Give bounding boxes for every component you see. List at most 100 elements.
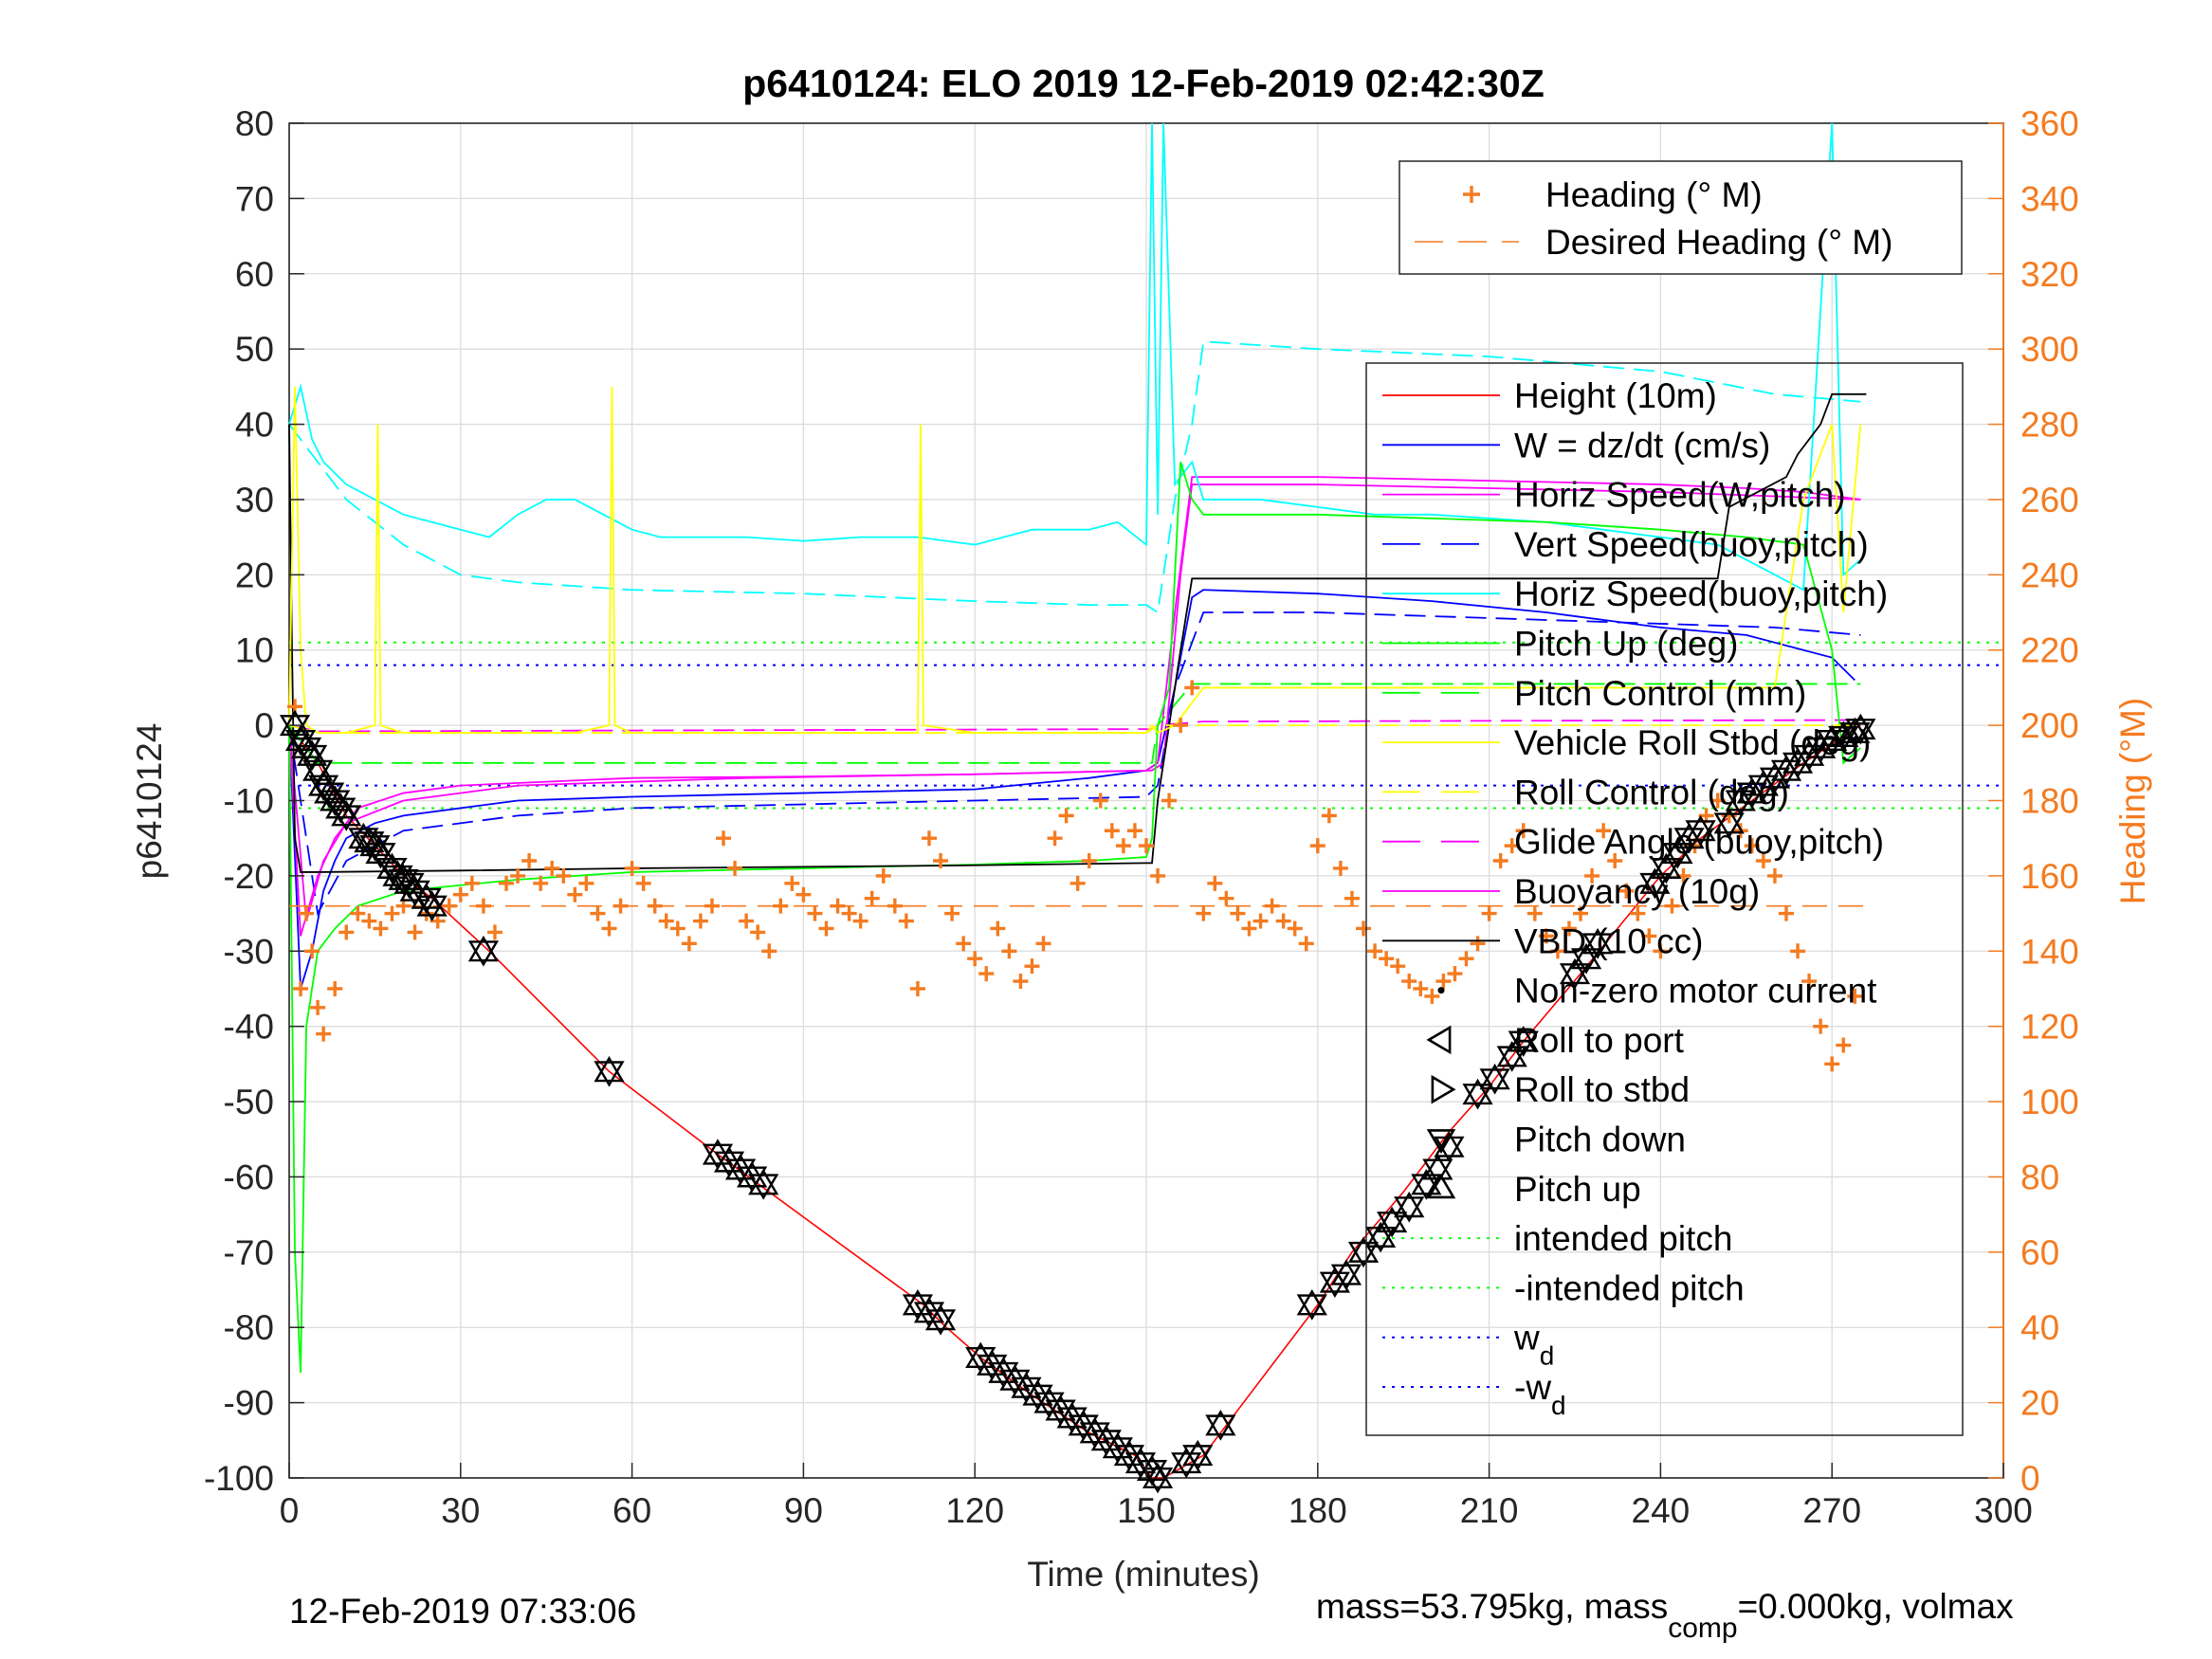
heading-point [590,905,606,921]
pitch-down-marker [416,895,448,922]
legend-label-text: Pitch Up (deg) [1514,625,1739,664]
heading-point [750,924,766,940]
pitch-down-marker [1479,1068,1510,1095]
pitch-up-marker [467,935,500,962]
heading-point [1264,898,1280,914]
heading-point [1618,883,1635,899]
heading-point [1847,988,1863,1004]
pitch-up-marker [1330,1259,1362,1285]
legend-label: Roll Control (deg) [1514,773,1789,811]
pitch-up-marker [1347,1236,1380,1263]
y-tick-label-right: 120 [2020,1008,2079,1047]
heading-point [612,898,629,914]
pitch-down-marker [1205,1414,1236,1441]
heading-point [956,936,972,952]
y-axis-label-right: Heading (°M) [2113,698,2152,904]
legend-label: intended pitch [1514,1219,1732,1258]
heading-point [1081,853,1097,869]
pitch-up-marker [1713,807,1745,834]
legend-swatch [1431,1074,1456,1104]
heading-point [635,875,651,891]
y-tick-label-right: 300 [2020,330,2079,369]
heading-point [933,853,949,869]
heading-point [898,913,914,929]
heading-point [1470,936,1486,952]
legend-label-text: w [1513,1319,1540,1358]
heading-point [1549,943,1565,959]
heading-point [1664,898,1680,914]
pitch-up-marker [1570,942,1602,970]
y-tick-label-right: 60 [2020,1233,2059,1272]
y-tick-label-left: 60 [235,255,274,294]
legend-label: wd [1513,1319,1554,1371]
heading-point [407,924,423,940]
heading-point [864,890,880,906]
legend-label-text: W = dz/dt (cm/s) [1514,426,1770,465]
legend-label-text: Horiz Speed(W,pitch) [1514,476,1846,515]
heading-point [1401,974,1417,990]
pitch-down-marker [748,1174,779,1200]
legend-label-text: intended pitch [1514,1219,1732,1258]
y-tick-label-right: 240 [2020,556,2079,594]
heading-point [1653,943,1669,959]
heading-point [692,913,708,929]
heading-point [1309,838,1325,854]
legend-swatch [1426,1174,1456,1199]
heading-point [1413,980,1429,996]
x-tick-label: 300 [1974,1491,2033,1530]
pitch-down-marker [331,805,362,831]
chart-title: p6410124: ELO 2019 12-Feb-2019 02:42:30Z [742,62,1545,105]
pitch-up-marker [924,1304,957,1331]
heading-point [1173,718,1189,734]
pitch-up-marker [594,1055,625,1083]
heading-point [1630,905,1646,921]
legend-label: Vehicle Roll Stbd (deg) [1514,723,1871,762]
y-tick-label-left: 80 [235,104,274,143]
pitch-up-marker [1462,1078,1493,1105]
heading-point [875,867,891,884]
pitch-up-marker [1685,814,1716,842]
heading-point [1766,867,1782,884]
heading-point [304,943,320,959]
heading-point [807,905,823,921]
legend-label-text: Height (10m) [1514,376,1717,415]
heading-point [373,921,389,937]
y-tick-label-left: -10 [224,782,274,821]
legend-heading-label: Heading (° M) [1545,175,1763,214]
heading-point [486,924,503,940]
heading-point [852,913,868,929]
heading-point [1126,823,1143,839]
pitch-down-marker [1296,1294,1327,1321]
legend-label-text: VBD (10 cc) [1514,921,1703,960]
heading-point [716,830,732,847]
heading-point [658,913,674,929]
pitch-up-marker [1422,1154,1453,1180]
y-tick-label-right: 340 [2020,179,2079,218]
y-tick-label-left: 20 [235,556,274,594]
y-tick-label-right: 320 [2020,255,2079,294]
heading-point [1584,867,1600,884]
pitch-down-marker [1422,1158,1453,1185]
legend-label: Buoyancy (10g) [1514,872,1760,911]
heading-point [978,966,995,982]
pitch-up-marker [1182,1439,1214,1467]
heading-point [1515,823,1531,839]
heading-point [727,860,743,876]
pitch-down-marker [1845,719,1876,745]
pitch-up-marker [1582,927,1614,955]
y-tick-label-right: 20 [2020,1384,2059,1423]
heading-point [299,905,315,921]
heading-point [1458,951,1474,967]
heading-point [1184,680,1200,696]
heading-point [1379,951,1395,967]
right-axis: 3603403203002802602402202001801601401201… [1988,104,2079,1498]
legend-label: Height (10m) [1514,376,1717,415]
pitch-up-marker [1817,724,1848,751]
series-line [288,683,1861,764]
legend-label: Pitch Control (mm) [1514,674,1806,713]
heading-point [669,921,686,937]
y-tick-label-left: -100 [204,1459,274,1498]
y-tick-label-right: 80 [2020,1158,2059,1196]
pitch-up-marker [1639,867,1671,894]
heading-point [967,951,983,967]
